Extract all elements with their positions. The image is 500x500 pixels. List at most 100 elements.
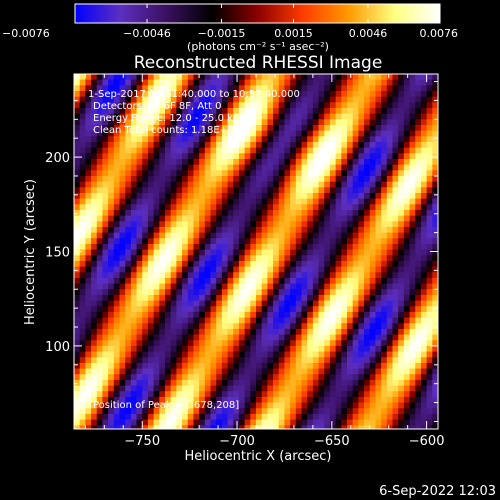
heatmap-cell bbox=[420, 147, 428, 154]
heatmap-cell bbox=[96, 175, 104, 183]
heatmap-cell bbox=[91, 402, 98, 409]
heatmap-cell bbox=[341, 396, 348, 404]
heatmap-cell bbox=[216, 340, 223, 347]
heatmap-cell bbox=[347, 107, 354, 115]
heatmap-cell bbox=[244, 85, 251, 92]
heatmap-cell bbox=[409, 266, 416, 273]
heatmap-cell bbox=[74, 238, 81, 245]
heatmap-cell bbox=[432, 357, 438, 364]
heatmap-cell bbox=[119, 232, 126, 239]
heatmap-cell bbox=[210, 323, 217, 330]
heatmap-cell bbox=[409, 141, 416, 149]
heatmap-cell bbox=[335, 79, 342, 86]
heatmap-cell bbox=[432, 119, 438, 126]
heatmap-cell bbox=[426, 79, 433, 86]
heatmap-cell bbox=[352, 419, 359, 426]
heatmap-cell bbox=[329, 170, 337, 177]
heatmap-cell bbox=[352, 232, 359, 239]
heatmap-cell bbox=[113, 226, 121, 234]
heatmap-cell bbox=[210, 198, 217, 205]
heatmap-cell bbox=[102, 153, 109, 160]
heatmap-cell bbox=[113, 374, 121, 381]
heatmap-cell bbox=[403, 300, 411, 307]
heatmap-cell bbox=[238, 153, 246, 160]
heatmap-cell bbox=[182, 130, 189, 137]
heatmap-cell bbox=[267, 311, 274, 319]
heatmap-cell bbox=[125, 402, 132, 409]
heatmap-cell bbox=[159, 187, 166, 194]
heatmap-cell bbox=[352, 119, 359, 126]
heatmap-cell bbox=[295, 238, 303, 245]
heatmap-cell bbox=[273, 408, 280, 415]
heatmap-cell bbox=[267, 232, 274, 239]
heatmap-cell bbox=[159, 300, 166, 307]
heatmap-cell bbox=[420, 408, 428, 415]
heatmap-cell bbox=[199, 187, 206, 194]
heatmap-cell bbox=[278, 379, 286, 387]
heatmap-cell bbox=[130, 232, 138, 239]
heatmap-cell bbox=[415, 215, 422, 222]
heatmap-cell bbox=[284, 317, 291, 324]
colorbar-tick-label: −0.0076 bbox=[2, 27, 50, 40]
heatmap-cell bbox=[244, 266, 251, 273]
heatmap-cell bbox=[187, 170, 195, 177]
heatmap-cell bbox=[256, 221, 263, 228]
heatmap-cell bbox=[364, 170, 371, 177]
heatmap-cell bbox=[278, 408, 286, 415]
heatmap-cell bbox=[96, 368, 104, 375]
heatmap-cell bbox=[358, 294, 365, 302]
heatmap-cell bbox=[221, 357, 229, 364]
heatmap-cell bbox=[142, 85, 149, 92]
heatmap-cell bbox=[221, 79, 229, 86]
heatmap-cell bbox=[290, 187, 297, 194]
heatmap-cell bbox=[295, 391, 303, 398]
heatmap-cell bbox=[176, 379, 183, 387]
heatmap-cell bbox=[159, 294, 166, 302]
heatmap-cell bbox=[153, 232, 160, 239]
heatmap-cell bbox=[182, 90, 189, 98]
heatmap-cell bbox=[438, 102, 444, 108]
heatmap-cell bbox=[375, 272, 382, 279]
heatmap-cell bbox=[290, 175, 297, 183]
heatmap-cell bbox=[85, 368, 92, 375]
heatmap-cell bbox=[335, 385, 342, 392]
heatmap-cell bbox=[79, 283, 86, 290]
heatmap-cell bbox=[85, 79, 92, 86]
heatmap-cell bbox=[159, 351, 166, 358]
heatmap-cell bbox=[312, 119, 320, 126]
heatmap-cell bbox=[426, 283, 433, 290]
heatmap-cell bbox=[267, 153, 274, 160]
heatmap-cell bbox=[147, 260, 155, 268]
heatmap-cell bbox=[108, 238, 115, 245]
heatmap-cell bbox=[210, 345, 217, 353]
heatmap-cell bbox=[147, 102, 155, 109]
heatmap-cell bbox=[130, 402, 138, 409]
heatmap-cell bbox=[381, 368, 388, 375]
heatmap-cell bbox=[341, 221, 348, 228]
heatmap-cell bbox=[301, 368, 308, 375]
heatmap-cell bbox=[324, 215, 331, 222]
heatmap-cell bbox=[91, 379, 98, 387]
heatmap-cell bbox=[244, 243, 251, 251]
heatmap-cell bbox=[301, 102, 308, 109]
heatmap-cell bbox=[187, 260, 195, 268]
heatmap-cell bbox=[415, 232, 422, 239]
heatmap-cell bbox=[80, 431, 86, 437]
heatmap-cell bbox=[307, 408, 314, 415]
heatmap-cell bbox=[347, 334, 354, 341]
heatmap-cell bbox=[392, 334, 399, 341]
heatmap-cell bbox=[295, 181, 303, 188]
heatmap-cell bbox=[312, 357, 320, 364]
heatmap-cell bbox=[352, 238, 359, 245]
heatmap-cell bbox=[386, 289, 394, 296]
heatmap-cell bbox=[165, 119, 172, 126]
heatmap-cell bbox=[386, 130, 394, 137]
heatmap-cell bbox=[204, 153, 212, 160]
heatmap-cell bbox=[210, 334, 217, 341]
heatmap-cell bbox=[267, 300, 274, 307]
heatmap-cell bbox=[335, 238, 342, 245]
heatmap-cell bbox=[91, 107, 98, 115]
heatmap-cell bbox=[318, 209, 325, 217]
heatmap-cell bbox=[170, 277, 177, 285]
heatmap-cell bbox=[284, 425, 291, 429]
